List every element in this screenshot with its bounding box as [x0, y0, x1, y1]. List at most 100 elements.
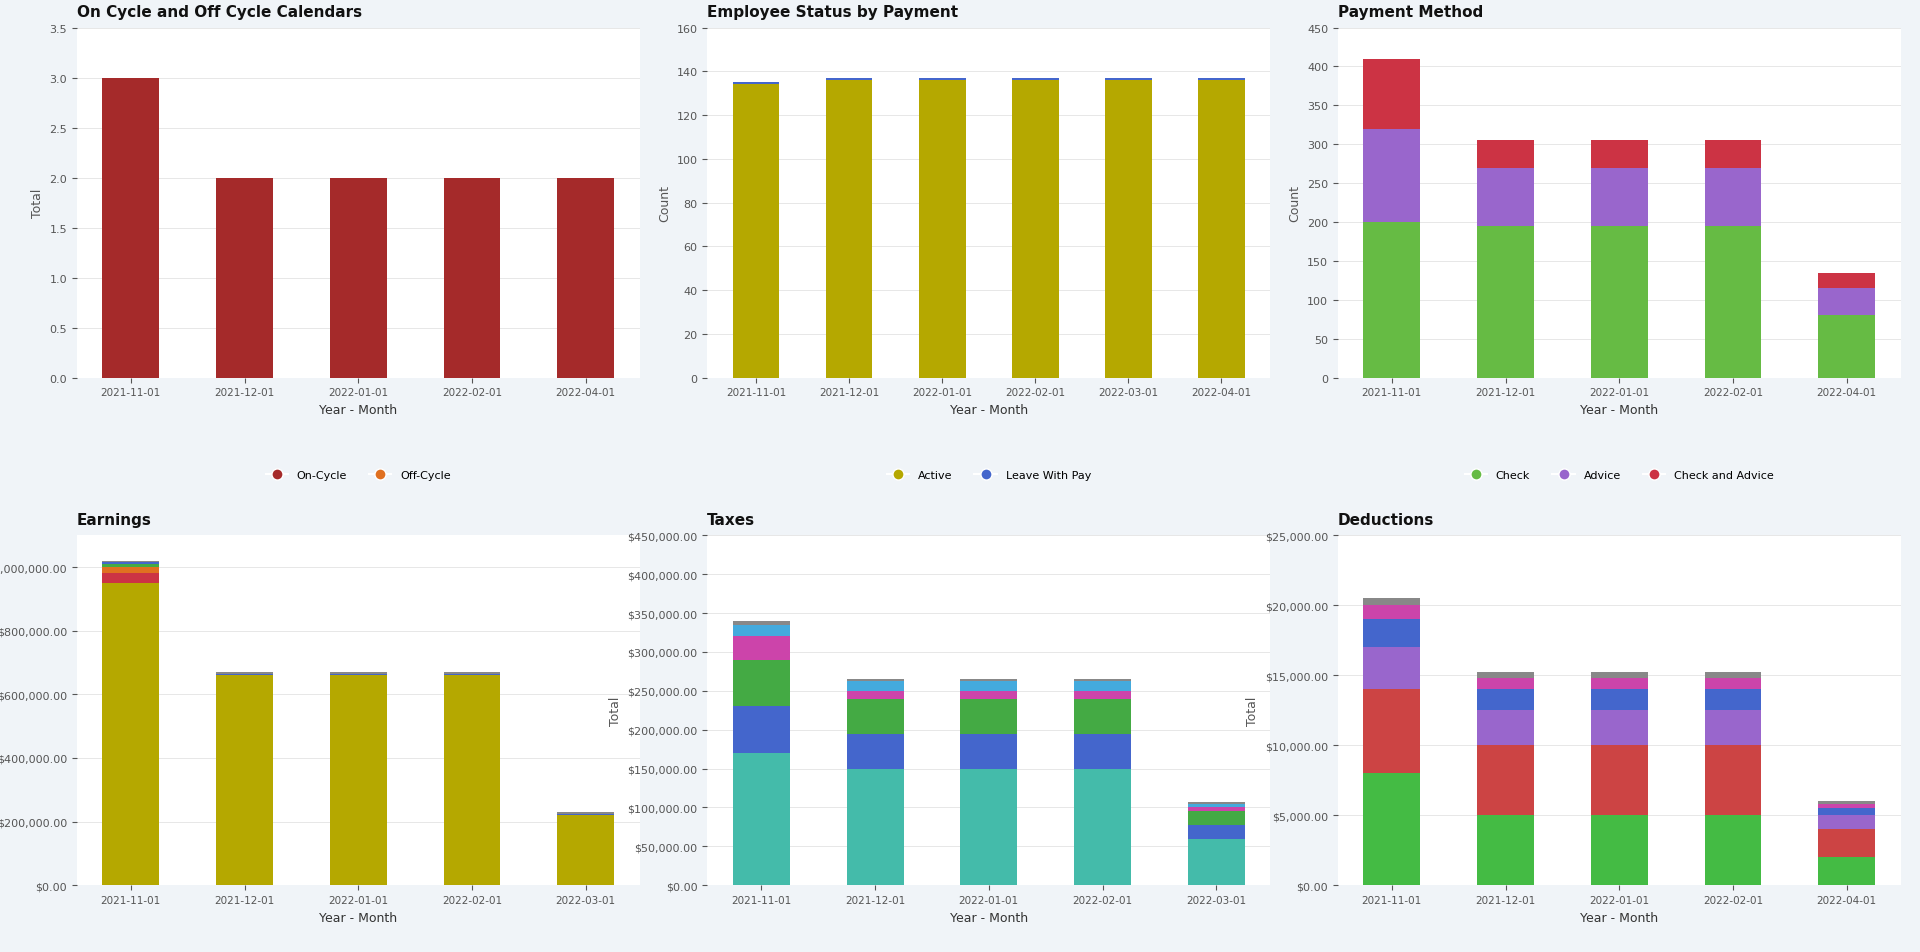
Bar — [102, 567, 159, 574]
Bar — [444, 676, 501, 885]
Bar — [1476, 673, 1534, 679]
Bar — [444, 178, 501, 378]
Bar — [217, 672, 273, 674]
Bar — [1198, 81, 1244, 378]
Bar — [1818, 802, 1876, 804]
Bar — [960, 769, 1018, 885]
Bar — [826, 79, 872, 81]
Bar — [733, 86, 780, 378]
Y-axis label: Total: Total — [31, 188, 44, 218]
Bar — [557, 816, 614, 885]
Bar — [1363, 129, 1421, 223]
Bar — [1818, 816, 1876, 829]
Bar — [847, 699, 904, 734]
Bar — [1476, 679, 1534, 689]
Bar — [1705, 745, 1761, 816]
X-axis label: Year - Month: Year - Month — [319, 404, 397, 417]
Bar — [960, 682, 1018, 691]
Bar — [826, 81, 872, 378]
Bar — [1592, 169, 1647, 227]
Bar — [557, 812, 614, 814]
Bar — [1476, 689, 1534, 710]
Bar — [1818, 829, 1876, 858]
Bar — [733, 660, 789, 706]
Bar — [330, 672, 386, 674]
Bar — [1592, 710, 1647, 745]
Bar — [1592, 227, 1647, 378]
Legend: Active, Leave With Pay: Active, Leave With Pay — [881, 466, 1096, 485]
Bar — [1476, 227, 1534, 378]
X-axis label: Year - Month: Year - Month — [950, 404, 1027, 417]
Bar — [960, 699, 1018, 734]
Bar — [1188, 807, 1244, 811]
Bar — [1363, 620, 1421, 647]
Y-axis label: Total: Total — [609, 696, 622, 725]
Bar — [1818, 316, 1876, 378]
Bar — [1363, 773, 1421, 885]
Bar — [1705, 673, 1761, 679]
Bar — [1476, 710, 1534, 745]
Y-axis label: Count: Count — [659, 185, 670, 222]
Text: Deductions: Deductions — [1338, 512, 1434, 527]
Bar — [1188, 803, 1244, 807]
Text: Payment Method: Payment Method — [1338, 6, 1482, 20]
Bar — [1188, 811, 1244, 824]
Y-axis label: Count: Count — [1288, 185, 1302, 222]
Bar — [1705, 227, 1761, 378]
Bar — [733, 83, 780, 86]
Bar — [1188, 824, 1244, 839]
Bar — [1363, 599, 1421, 605]
X-axis label: Year - Month: Year - Month — [1580, 404, 1659, 417]
Bar — [1012, 81, 1058, 378]
Bar — [1188, 839, 1244, 885]
Bar — [102, 563, 159, 565]
Bar — [1592, 816, 1647, 885]
X-axis label: Year - Month: Year - Month — [950, 911, 1027, 923]
Bar — [1363, 689, 1421, 773]
Bar — [733, 625, 789, 637]
Bar — [847, 769, 904, 885]
Bar — [1073, 691, 1131, 699]
X-axis label: Year - Month: Year - Month — [1580, 911, 1659, 923]
Bar — [1592, 679, 1647, 689]
Bar — [1705, 710, 1761, 745]
Bar — [557, 814, 614, 816]
Bar — [1592, 745, 1647, 816]
Bar — [1818, 804, 1876, 808]
Bar — [733, 753, 789, 885]
Bar — [102, 565, 159, 567]
Bar — [847, 734, 904, 769]
Text: Earnings: Earnings — [77, 512, 152, 527]
Bar — [1106, 81, 1152, 378]
Bar — [557, 178, 614, 378]
Y-axis label: Total: Total — [1246, 696, 1260, 725]
Bar — [1592, 689, 1647, 710]
Legend: On-Cycle, Off-Cycle: On-Cycle, Off-Cycle — [261, 466, 455, 485]
Bar — [1363, 647, 1421, 689]
Bar — [1073, 680, 1131, 682]
Text: Taxes: Taxes — [707, 512, 755, 527]
X-axis label: Year - Month: Year - Month — [319, 911, 397, 923]
Bar — [733, 706, 789, 753]
Bar — [1476, 816, 1534, 885]
Bar — [1073, 682, 1131, 691]
Bar — [1363, 605, 1421, 620]
Bar — [1073, 699, 1131, 734]
Legend: Check, Advice, Check and Advice: Check, Advice, Check and Advice — [1461, 466, 1778, 485]
Bar — [102, 78, 159, 378]
Bar — [444, 674, 501, 676]
Bar — [847, 691, 904, 699]
Bar — [102, 561, 159, 563]
Bar — [1705, 689, 1761, 710]
Bar — [217, 674, 273, 676]
Bar — [1818, 288, 1876, 316]
Bar — [102, 574, 159, 584]
Bar — [733, 637, 789, 660]
Bar — [920, 79, 966, 81]
Bar — [1705, 141, 1761, 169]
Bar — [960, 691, 1018, 699]
Bar — [1476, 745, 1534, 816]
Text: On Cycle and Off Cycle Calendars: On Cycle and Off Cycle Calendars — [77, 6, 363, 20]
Bar — [1363, 223, 1421, 378]
Bar — [960, 680, 1018, 682]
